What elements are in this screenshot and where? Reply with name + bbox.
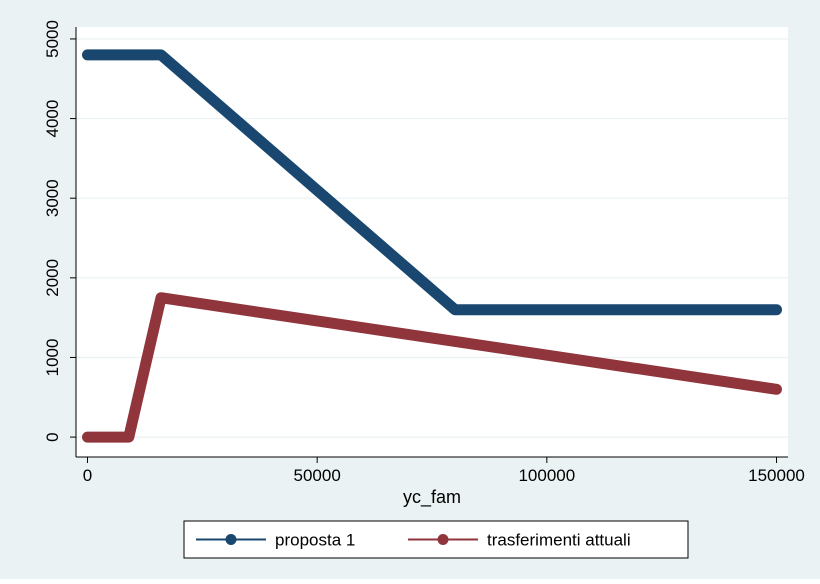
y-tick-label: 1000 <box>43 339 62 377</box>
legend-label: trasferimenti attuali <box>487 531 631 550</box>
legend: proposta 1 trasferimenti attuali <box>183 520 689 559</box>
y-tick-label: 2000 <box>43 259 62 297</box>
x-tick-label: 100000 <box>518 466 575 485</box>
legend-items: proposta 1 trasferimenti attuali <box>196 531 631 550</box>
grid-layer <box>76 38 788 438</box>
series-line-1 <box>82 49 782 316</box>
y-tick-label: 3000 <box>43 179 62 217</box>
legend-marker <box>437 534 449 545</box>
legend-marker <box>225 534 237 545</box>
y-tick-label: 0 <box>43 432 62 441</box>
series-layer <box>82 49 782 443</box>
y-tick-label: 4000 <box>43 100 62 138</box>
legend-box <box>183 520 689 559</box>
plot-area <box>76 27 788 457</box>
y-tick-label: 5000 <box>43 20 62 58</box>
x-tick-label: 0 <box>83 466 92 485</box>
x-tick-label: 150000 <box>748 466 805 485</box>
series-line-2 <box>82 292 782 443</box>
x-tick-label: 50000 <box>294 466 341 485</box>
legend-label: proposta 1 <box>275 531 355 550</box>
x-axis-title: yc_fam <box>403 487 461 508</box>
